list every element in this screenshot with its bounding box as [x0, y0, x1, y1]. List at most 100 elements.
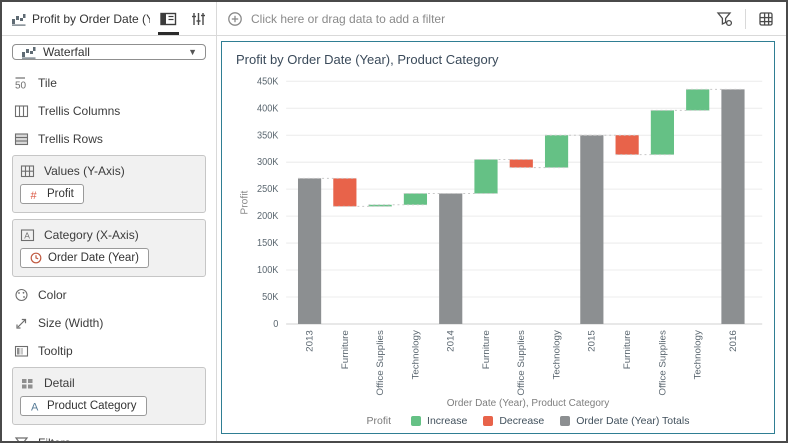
- svg-text:450K: 450K: [257, 76, 279, 87]
- add-filter-icon: [227, 11, 243, 27]
- top-bar: Profit by Order Date (Year), Pr... Click…: [2, 2, 786, 36]
- canvas-area: Profit by Order Date (Year), Product Cat…: [217, 36, 786, 441]
- product-category-chip[interactable]: A Product Category: [20, 395, 147, 416]
- svg-text:Furniture: Furniture: [622, 330, 633, 369]
- chip-label: Profit: [47, 188, 74, 200]
- filters-icon: [14, 436, 29, 441]
- waterfall-bar[interactable]: [721, 89, 745, 324]
- waterfall-bar[interactable]: [403, 193, 428, 205]
- waterfall-bar[interactable]: [615, 135, 639, 155]
- svg-text:A: A: [24, 230, 30, 240]
- tooltip-icon: [14, 344, 29, 358]
- divider: [745, 8, 746, 29]
- chevron-down-icon: ▼: [188, 47, 197, 57]
- category-x-axis-section[interactable]: A Category (X-Axis) Order Date (Year): [12, 218, 206, 277]
- svg-text:400K: 400K: [257, 103, 279, 114]
- values-y-axis-header: Values (Y-Axis): [20, 160, 198, 182]
- sidebar-item-filters[interactable]: Filters: [12, 429, 206, 442]
- svg-text:0: 0: [273, 319, 278, 330]
- attribute-icon: A: [30, 400, 41, 412]
- detail-header: Detail: [20, 372, 198, 394]
- waterfall-bar[interactable]: [544, 135, 569, 168]
- svg-text:Office Supplies: Office Supplies: [516, 330, 527, 396]
- grammar-panel-tab[interactable]: [156, 2, 181, 35]
- sidebar-item-color[interactable]: Color: [12, 281, 206, 309]
- waterfall-visualization[interactable]: Profit by Order Date (Year), Product Cat…: [221, 41, 775, 434]
- svg-text:Furniture: Furniture: [481, 330, 492, 369]
- waterfall-bar[interactable]: [368, 204, 392, 207]
- chip-label: Order Date (Year): [48, 251, 139, 264]
- chart-title: Profit by Order Date (Year), Product Cat…: [236, 52, 499, 67]
- svg-text:100K: 100K: [257, 265, 279, 276]
- viz-settings-tab[interactable]: [187, 2, 210, 35]
- section-label: Detail: [44, 375, 75, 390]
- legend-item-decrease[interactable]: Decrease: [483, 415, 544, 427]
- svg-text:2013: 2013: [305, 330, 316, 352]
- waterfall-bar[interactable]: [686, 89, 710, 111]
- sidebar-item-tooltip[interactable]: Tooltip: [12, 337, 206, 365]
- viz-type-dropdown[interactable]: Waterfall ▼: [12, 44, 206, 60]
- profit-measure-chip[interactable]: # Profit: [20, 184, 84, 204]
- legend-label: Decrease: [499, 415, 545, 427]
- sidebar-item-label: Color: [38, 287, 67, 302]
- values-y-axis-section[interactable]: Values (Y-Axis) # Profit: [12, 155, 206, 213]
- x-axis-title: Order Date (Year), Product Category: [446, 398, 610, 409]
- legend-title: Profit: [366, 415, 392, 427]
- legend-item-totals[interactable]: Order Date (Year) Totals: [560, 415, 689, 427]
- sidebar-item-label: Tooltip: [38, 343, 73, 358]
- clock-icon: [30, 252, 42, 264]
- waterfall-bar[interactable]: [439, 193, 463, 324]
- waterfall-bar[interactable]: [297, 178, 322, 324]
- waterfall-icon: [21, 45, 36, 59]
- sidebar-item-trellis-columns[interactable]: Trellis Columns: [12, 97, 206, 125]
- filter-bar[interactable]: Click here or drag data to add a filter: [217, 2, 786, 35]
- svg-text:Office Supplies: Office Supplies: [658, 330, 669, 396]
- svg-text:A: A: [31, 401, 39, 412]
- detail-section[interactable]: Detail A Product Category: [12, 366, 206, 425]
- sidebar-item-label: Tile: [38, 76, 57, 90]
- filter-icon[interactable]: [714, 9, 735, 29]
- order-date-chip[interactable]: Order Date (Year): [20, 247, 149, 268]
- size-width-icon: [14, 316, 29, 330]
- sidebar-item-tile[interactable]: 50 Tile: [12, 69, 206, 97]
- top-bar-actions: [714, 8, 776, 29]
- sidebar-item-label: Filters: [38, 436, 71, 442]
- filter-bar-text: Click here or drag data to add a filter: [251, 11, 446, 26]
- waterfall-chart-canvas[interactable]: 0 50K 100K 150K 200K 250K 300K 350K 400K 450K Prof…: [234, 71, 768, 398]
- legend-label: Increase: [427, 415, 468, 427]
- chart-legend: Profit Increase Decrease Order Date (Yea…: [234, 409, 768, 431]
- totals-swatch: [560, 416, 571, 426]
- svg-text:#: #: [31, 190, 38, 200]
- section-label: Category (X-Axis): [44, 227, 139, 242]
- waterfall-bar[interactable]: [650, 110, 674, 155]
- content-area: Waterfall ▼ 50 Tile Trellis Columns: [2, 36, 786, 441]
- svg-text:200K: 200K: [257, 211, 279, 222]
- waterfall-bar[interactable]: [509, 159, 533, 168]
- trellis-columns-icon: [14, 104, 29, 118]
- sidebar-item-trellis-rows[interactable]: Trellis Rows: [12, 125, 206, 153]
- sidebar-item-label: Trellis Rows: [38, 132, 103, 146]
- category-x-axis-header: A Category (X-Axis): [20, 224, 198, 246]
- svg-text:250K: 250K: [257, 184, 279, 195]
- svg-text:50K: 50K: [262, 292, 279, 303]
- tile-icon: 50: [14, 76, 29, 90]
- sidebar-item-label: Size (Width): [38, 315, 104, 330]
- waterfall-bar[interactable]: [580, 135, 604, 324]
- legend-item-increase[interactable]: Increase: [411, 415, 467, 427]
- svg-text:Office Supplies: Office Supplies: [375, 330, 386, 396]
- legend-label: Order Date (Year) Totals: [576, 415, 690, 427]
- number-icon: #: [30, 189, 41, 200]
- section-label: Values (Y-Axis): [44, 164, 125, 178]
- svg-text:Technology: Technology: [693, 330, 704, 380]
- svg-text:300K: 300K: [257, 157, 279, 168]
- waterfall-bar[interactable]: [474, 159, 498, 194]
- grammar-panel: Waterfall ▼ 50 Tile Trellis Columns: [2, 36, 217, 441]
- sidebar-item-size[interactable]: Size (Width): [12, 309, 206, 337]
- values-icon: [20, 164, 35, 178]
- svg-text:2015: 2015: [587, 330, 598, 352]
- color-icon: [14, 288, 29, 302]
- waterfall-bar[interactable]: [333, 178, 357, 207]
- svg-text:350K: 350K: [257, 130, 279, 141]
- data-panel-icon[interactable]: [756, 9, 776, 29]
- svg-text:2016: 2016: [728, 330, 739, 352]
